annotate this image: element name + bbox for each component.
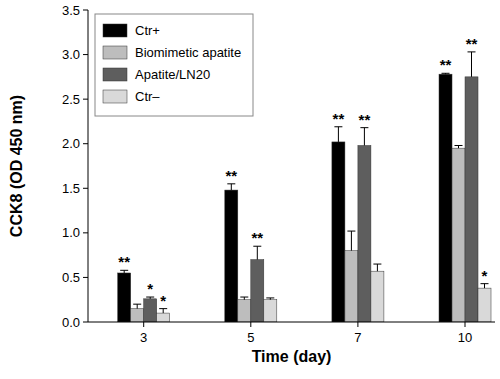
error-bar	[133, 304, 141, 308]
bar	[478, 288, 491, 322]
y-axis-title: CCK8 (OD 450 nm)	[8, 95, 25, 237]
error-bar	[240, 297, 248, 300]
annotations: *****************	[118, 35, 487, 309]
y-tick	[83, 99, 88, 100]
x-tick	[143, 322, 144, 327]
y-tick	[83, 188, 88, 189]
error-bar	[159, 309, 167, 313]
y-tick-label: 0.0	[62, 315, 80, 330]
bar	[452, 148, 465, 322]
y-tick	[83, 10, 88, 11]
legend-label: Ctr–	[135, 89, 160, 104]
bar	[251, 260, 264, 322]
y-tick	[83, 232, 88, 233]
significance-label: **	[466, 35, 478, 52]
y-tick-label: 2.0	[62, 136, 80, 151]
bar	[345, 251, 358, 322]
bar	[238, 300, 251, 322]
x-tick	[357, 322, 358, 327]
bar	[332, 142, 345, 322]
bar	[358, 145, 371, 322]
y-tick	[83, 277, 88, 278]
x-axis-title: Time (day)	[252, 348, 332, 365]
y-axis	[88, 10, 89, 322]
error-bar	[347, 231, 355, 251]
x-tick-label: 10	[458, 330, 472, 345]
x-tick	[465, 322, 466, 327]
x-tick	[250, 322, 251, 327]
legend-box	[95, 14, 253, 116]
y-tick-label: 1.5	[62, 181, 80, 196]
legend-swatch	[103, 90, 127, 103]
significance-label: **	[359, 111, 371, 128]
y-tick-label: 1.0	[62, 225, 80, 240]
x-tick-label: 3	[140, 330, 147, 345]
bar	[131, 309, 144, 322]
x-tick-label: 5	[247, 330, 254, 345]
bar	[144, 299, 157, 322]
error-bar	[334, 127, 342, 142]
legend: Ctr+ Biomimetic apatite Apatite/LN20 Ctr–	[95, 14, 253, 116]
legend-label: Apatite/LN20	[135, 67, 210, 82]
significance-label: **	[440, 56, 452, 73]
legend-swatch	[103, 24, 127, 37]
significance-label: **	[333, 110, 345, 127]
error-bar	[481, 284, 489, 288]
bar	[157, 313, 170, 322]
error-bar	[120, 270, 128, 273]
significance-label: **	[118, 253, 130, 270]
y-tick	[83, 143, 88, 144]
bar	[225, 190, 238, 322]
y-tick	[83, 322, 88, 323]
y-tick-label: 0.5	[62, 270, 80, 285]
significance-label: *	[160, 292, 166, 309]
error-bar	[373, 264, 381, 271]
x-axis	[88, 322, 495, 323]
y-tick-label: 3.0	[62, 47, 80, 62]
bar	[264, 300, 277, 322]
bar	[371, 271, 384, 322]
legend-label: Ctr+	[135, 23, 160, 38]
significance-label: **	[225, 167, 237, 184]
chart: *****************0.00.51.01.52.02.53.03.…	[0, 0, 500, 379]
error-bar	[146, 297, 154, 299]
error-bar	[227, 184, 235, 190]
bar	[439, 74, 452, 322]
x-tick-label: 7	[354, 330, 361, 345]
error-bar	[360, 128, 368, 146]
bar	[465, 77, 478, 322]
significance-label: *	[147, 280, 153, 297]
legend-swatch	[103, 46, 127, 59]
error-bar	[266, 298, 274, 300]
legend-swatch	[103, 68, 127, 81]
y-tick-label: 2.5	[62, 92, 80, 107]
legend-label: Biomimetic apatite	[135, 45, 241, 60]
error-bar	[253, 246, 261, 259]
error-bar	[468, 52, 476, 77]
error-bar	[455, 145, 463, 148]
significance-label: **	[251, 229, 263, 246]
y-tick	[83, 54, 88, 55]
bar	[118, 273, 131, 322]
significance-label: *	[482, 267, 488, 284]
y-tick-label: 3.5	[62, 3, 80, 18]
